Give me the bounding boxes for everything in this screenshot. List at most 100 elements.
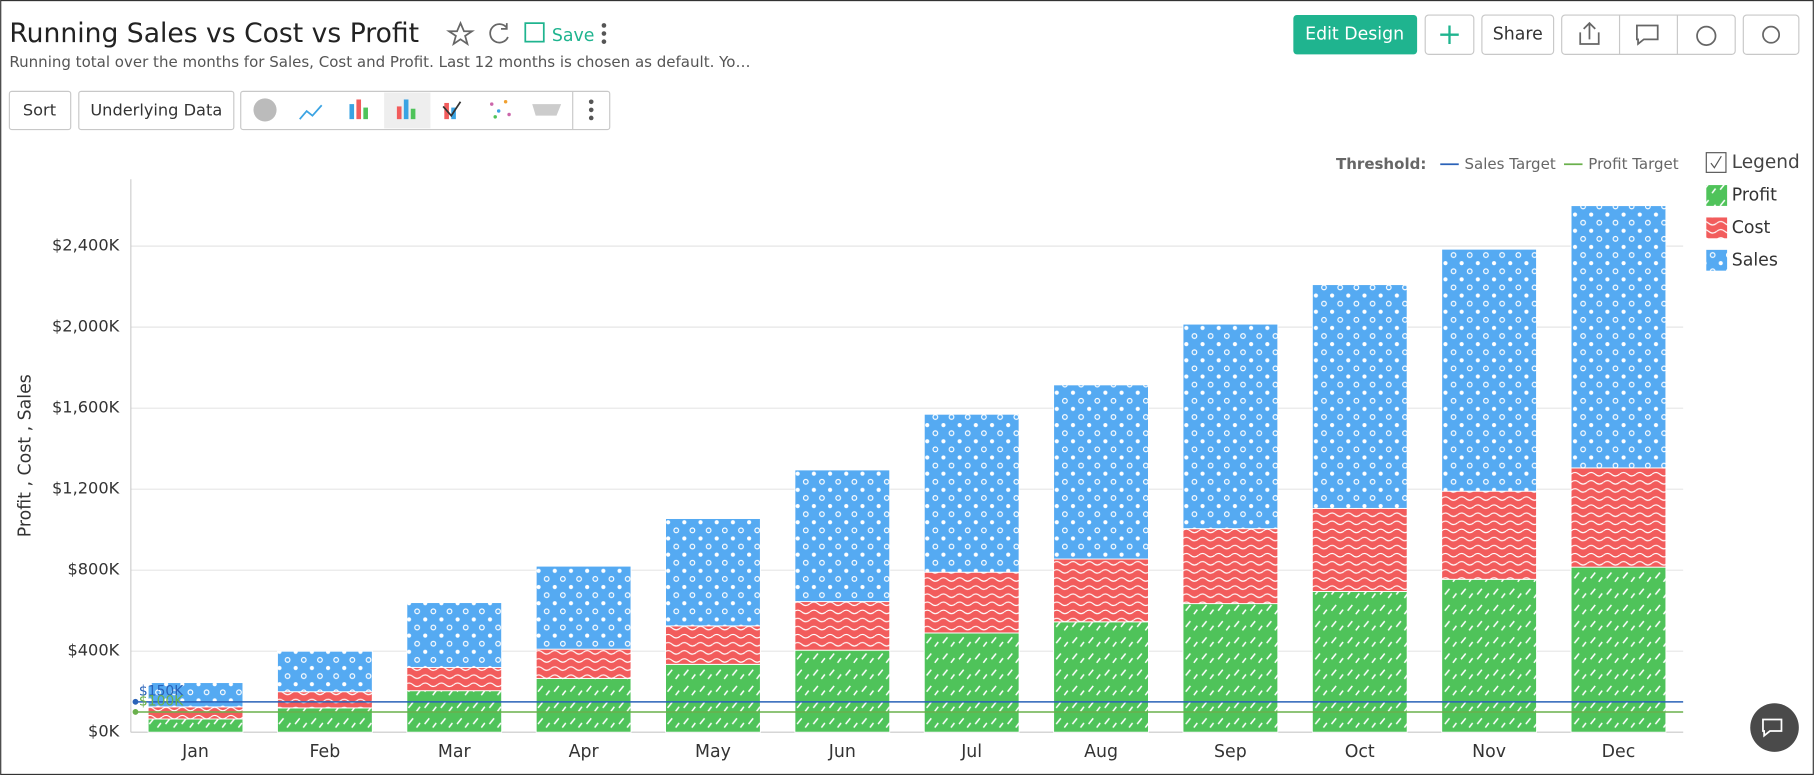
legend-swatch: [1706, 217, 1728, 239]
x-tick-label: Aug: [1084, 742, 1118, 762]
x-tick-label: Mar: [438, 742, 472, 762]
share-label: Share: [1493, 25, 1543, 45]
alarm-icon[interactable]: [1696, 25, 1717, 46]
threshold-dot: [132, 698, 139, 705]
bar-segment: [1053, 558, 1149, 623]
sort-label: Sort: [23, 101, 56, 120]
bar-segment: [794, 469, 891, 603]
bar-segment: [1182, 323, 1279, 530]
legend-title: Legend: [1732, 152, 1800, 173]
bar-segment: [923, 632, 1020, 733]
legend-label: Sales: [1732, 250, 1778, 270]
bar-segment: [1570, 467, 1667, 568]
combo-type[interactable]: [442, 101, 462, 120]
share-button[interactable]: [1481, 14, 1555, 55]
bar-segment: [665, 518, 761, 627]
bar-segment: [1053, 621, 1149, 733]
bar-segment: [147, 718, 244, 733]
bar-segment: [1570, 205, 1667, 469]
threshold-dot: [132, 709, 139, 715]
bar-segment: [406, 602, 503, 668]
bar-segment: [147, 682, 244, 708]
legend-label: Cost: [1732, 218, 1771, 238]
bar-segment: [276, 650, 373, 693]
bar-segment: [1570, 566, 1667, 733]
bar-segment: [794, 601, 891, 651]
stacked-type[interactable]: [396, 99, 416, 120]
comment-icon[interactable]: [1636, 24, 1659, 46]
y-tick-label: $2,000K: [52, 317, 120, 336]
threshold-title: Threshold:: [1336, 155, 1426, 173]
save-icon[interactable]: [524, 22, 545, 43]
check: [1710, 155, 1722, 169]
subtitle: Running total over the months for Sales,…: [9, 53, 750, 71]
export-icon[interactable]: [1579, 21, 1600, 45]
bar-segment: [923, 571, 1020, 634]
title: Running Sales vs Cost vs Profit: [9, 18, 419, 49]
refresh-icon[interactable]: [489, 23, 509, 44]
chat-button[interactable]: [1750, 703, 1799, 752]
legend-swatch: [1706, 185, 1728, 206]
favorite-icon[interactable]: [446, 20, 475, 46]
x-tick-label: May: [695, 742, 731, 762]
bar-type[interactable]: [349, 99, 368, 120]
sort-button[interactable]: [8, 90, 72, 131]
more-icon[interactable]: [601, 23, 607, 44]
x-tick-label: Sep: [1214, 742, 1247, 762]
y-tick-label: $400K: [67, 641, 119, 660]
legend-checkbox[interactable]: [1705, 152, 1727, 173]
add-icon: [1440, 25, 1459, 44]
legend-swatch: [1706, 249, 1728, 271]
x-tick-label: Apr: [569, 742, 600, 762]
bar-segment: [665, 663, 761, 733]
bar-segment: [1441, 248, 1538, 492]
underlying-data-label: Underlying Data: [90, 101, 222, 120]
threshold-label: $150K: [139, 683, 184, 699]
map-type[interactable]: [532, 104, 562, 116]
y-tick-label: $1,200K: [52, 479, 120, 498]
y-tick-label: $2,400K: [52, 236, 120, 255]
x-tick-label: Jan: [181, 742, 209, 762]
threshold-label: $100K: [139, 694, 184, 710]
bar-segment: [794, 649, 891, 733]
bar-segment: [665, 625, 761, 665]
settings-icon: [1762, 25, 1781, 44]
y-tick-label: $800K: [67, 560, 119, 579]
underlying-data-button[interactable]: [78, 90, 235, 131]
edit-design-button[interactable]: [1293, 15, 1418, 55]
bar-segment: [1311, 284, 1408, 509]
y-tick-label: $1,600K: [52, 398, 120, 417]
bar-segment: [535, 648, 632, 679]
bar-segment: [1441, 578, 1538, 733]
bar-segment: [1311, 590, 1408, 733]
settings-button[interactable]: [1742, 14, 1800, 55]
bar-segment: [923, 413, 1020, 573]
threshold-legend-label: Sales Target: [1465, 155, 1556, 173]
threshold-legend-label: Profit Target: [1588, 155, 1679, 173]
bar-segment: [1441, 490, 1538, 580]
pie-type[interactable]: [253, 98, 277, 122]
chart-more[interactable]: [588, 99, 594, 121]
x-tick-label: Nov: [1472, 742, 1506, 762]
bar-segment: [276, 691, 373, 709]
y-axis-label: Profit , Cost , Sales: [16, 374, 36, 537]
x-tick-label: Jun: [828, 742, 856, 762]
x-tick-label: Feb: [310, 742, 341, 762]
line-type[interactable]: [299, 104, 323, 120]
bar-segment: [1182, 528, 1279, 605]
scatter-type[interactable]: [490, 100, 511, 119]
legend-label: Profit: [1732, 185, 1777, 205]
bar-segment: [535, 678, 632, 733]
separator: [1618, 15, 1678, 55]
save-button[interactable]: Save: [552, 26, 595, 46]
bar-segment: [1182, 603, 1279, 733]
action-group: [1561, 14, 1736, 55]
bar-segment: [1053, 384, 1149, 560]
bar-segment: [1311, 507, 1408, 592]
x-tick-label: Jul: [960, 742, 982, 762]
x-tick-label: Dec: [1602, 742, 1636, 762]
x-tick-label: Oct: [1345, 742, 1375, 762]
chat-icon: [1762, 718, 1783, 738]
bar-segment: [406, 666, 503, 692]
